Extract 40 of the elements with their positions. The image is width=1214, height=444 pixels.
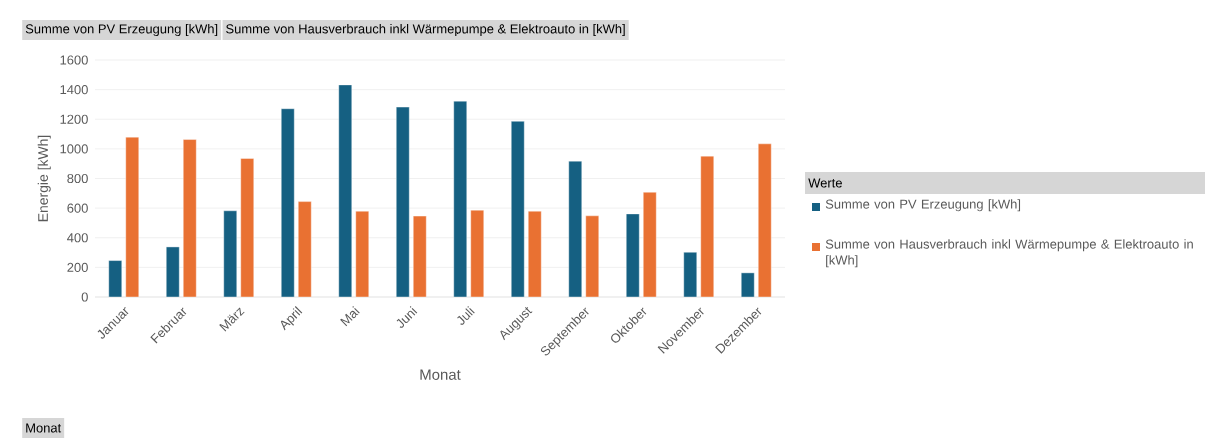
bar [298,201,312,297]
text: Monat [26,423,62,433]
y-tick-label: 1600 [60,55,88,65]
x-tick-label: Juli [457,306,475,325]
bar [528,211,542,297]
bar [396,106,410,297]
y-tick-label: 1400 [60,85,88,95]
y-axis-title: Energie [kWh] [37,135,51,222]
bar [626,213,640,297]
bar [183,139,197,297]
bar [568,160,582,297]
bar [453,100,467,297]
bar [413,215,427,297]
x-tick-label: Juni [396,306,418,328]
bar [223,210,237,297]
y-tick-label: 1000 [60,144,88,154]
text: Summe von PV Erzeugung [kWh] [25,23,218,37]
bar [758,143,772,297]
bar [240,158,254,297]
bar [125,136,139,297]
legend-label: Summe von PV Erzeugung [kWh] [825,199,1021,212]
y-tick-label: 600 [67,203,88,213]
bar [355,211,369,297]
y-tick-label: 800 [67,173,88,184]
x-tick-label: Mai [340,306,360,327]
bar [643,192,657,297]
x-axis-title: Monat [420,369,461,380]
legend-title: Werte [808,178,842,188]
bar [700,155,714,297]
text: Summe von Hausverbrauch inkl Wärmepumpe & Elektroauto in [kWh] [226,23,625,37]
y-tick-label: 200 [67,262,88,272]
bar [470,210,484,297]
y-tick-label: 400 [67,233,88,243]
legend-label: Summe von Hausverbrauch inkl Wärmepumpe & Elektroauto in [kWh] [825,239,1193,268]
y-tick-label: 0 [81,292,88,302]
bar [281,108,295,297]
bar [511,121,525,297]
bar [585,215,599,297]
bar [338,84,352,297]
y-tick-label: 1200 [60,114,88,124]
